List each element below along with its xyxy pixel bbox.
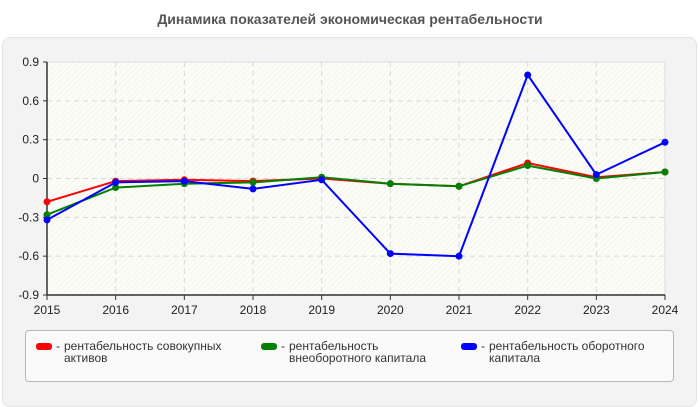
data-point[interactable] [455,252,463,260]
chart-title: Динамика показателей экономическая рента… [157,11,543,27]
data-point[interactable] [661,138,669,146]
data-point[interactable] [524,162,532,170]
y-tick-label: 0 [32,172,39,186]
data-point[interactable] [386,180,394,188]
x-tick-label: 2021 [446,303,473,317]
y-tick-label: -0.6 [18,249,39,263]
data-point[interactable] [43,211,51,219]
data-point[interactable] [386,250,394,258]
x-tick-label: 2022 [514,303,541,317]
series-line [46,72,666,258]
legend-item-total-assets: - рентабельность совокупных активов [36,340,249,364]
legend-dash: - [481,339,485,353]
x-tick-label: 2024 [652,303,679,317]
y-tick-label: -0.3 [18,210,39,224]
x-tick-label: 2016 [102,303,129,317]
data-point[interactable] [43,216,51,224]
y-tick-label: 0.3 [22,133,39,147]
data-point[interactable] [43,198,51,206]
x-tick-label: 2018 [240,303,267,317]
data-point[interactable] [524,71,532,79]
legend-item-working-capital: - рентабельность оборотного капитала [461,340,674,364]
y-tick-label: 0.6 [22,94,39,108]
x-tick-label: 2020 [377,303,404,317]
series-line [46,164,666,216]
data-point[interactable] [180,177,188,185]
data-point[interactable] [592,171,600,179]
data-point[interactable] [112,184,120,192]
data-series [43,71,669,260]
data-point[interactable] [112,178,120,186]
x-tick-label: 2015 [34,303,61,317]
legend-label: рентабельность оборотного капитала [489,339,645,365]
legend-item-noncurrent-capital: - рентабельность внеоборотного капитала [261,340,449,364]
series-2 [43,71,669,260]
data-point[interactable] [249,178,257,186]
legend-swatch-blue [461,343,477,350]
y-tick-label: 0.9 [22,55,39,69]
legend-dash: - [281,339,285,353]
x-tick-label: 2019 [308,303,335,317]
data-point[interactable] [455,182,463,190]
legend: - рентабельность совокупных активов - ре… [25,330,674,382]
x-tick-label: 2017 [171,303,198,317]
y-tick-label: -0.9 [18,288,39,302]
x-tick-label: 2023 [583,303,610,317]
legend-label: рентабельность совокупных активов [64,339,222,365]
legend-dash: - [56,339,60,353]
legend-swatch-green [261,343,277,350]
data-point[interactable] [318,176,326,184]
data-point[interactable] [661,168,669,176]
data-point[interactable] [249,185,257,193]
series-1 [43,162,669,219]
legend-swatch-red [36,343,52,350]
legend-label: рентабельность внеоборотного капитала [289,339,426,365]
